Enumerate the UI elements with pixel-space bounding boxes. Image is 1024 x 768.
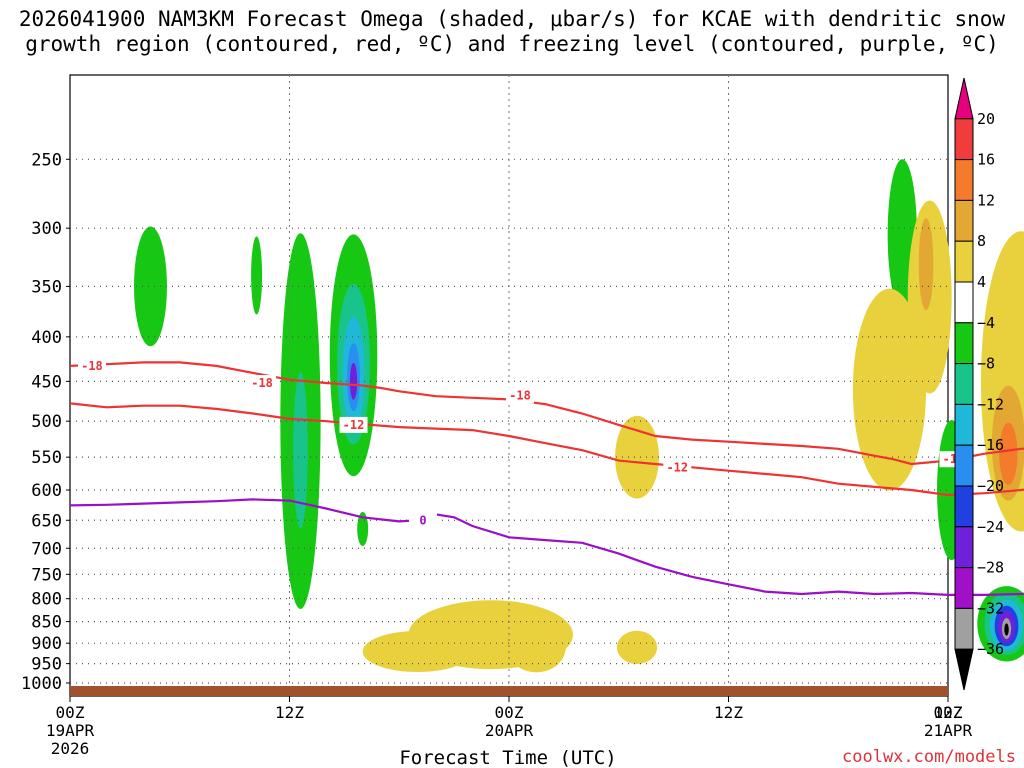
colorbar-label-8: −16 bbox=[977, 436, 1004, 454]
colorbar-swatch-12 bbox=[954, 567, 974, 609]
colorbar-label-10: −24 bbox=[977, 518, 1004, 536]
x-axis-label: Forecast Time (UTC) bbox=[399, 747, 616, 768]
shade-k1 bbox=[615, 415, 659, 499]
x-tick-label-4-1: 00Z bbox=[934, 703, 963, 722]
y-tick-label-450: 450 bbox=[31, 372, 62, 392]
colorbar-swatch-1 bbox=[954, 118, 974, 161]
colorbar-label-3: 8 bbox=[977, 232, 986, 250]
colorbar-label-12: −32 bbox=[977, 599, 1004, 617]
contour-dgz-minus18 bbox=[69, 361, 1024, 466]
y-tick-label-750: 750 bbox=[31, 565, 62, 585]
y-tick-label-300: 300 bbox=[31, 219, 62, 239]
colorbar-swatch-10 bbox=[954, 485, 974, 528]
colorbar-swatch-2 bbox=[954, 159, 974, 201]
colorbar-label-7: −12 bbox=[977, 395, 1004, 413]
x-tick-label-0-3: 2026 bbox=[51, 739, 90, 758]
colorbar-swatch-5 bbox=[954, 281, 974, 324]
shade-a1 bbox=[134, 226, 167, 347]
contour-label-dgz-minus18-0: -18 bbox=[81, 359, 103, 373]
shade-f3 bbox=[918, 218, 934, 311]
shade-l3 bbox=[507, 622, 566, 673]
colorbar-label-0: 20 bbox=[977, 110, 995, 128]
colorbar-swatch-8 bbox=[954, 403, 974, 446]
contour-label-dgz-minus12-1: -12 bbox=[666, 460, 688, 474]
plot-grid bbox=[70, 75, 948, 696]
plot-ground bbox=[70, 686, 948, 696]
colorbar-label-9: −20 bbox=[977, 477, 1004, 495]
y-tick-label-250: 250 bbox=[31, 150, 62, 170]
colorbar-swatch-7 bbox=[954, 363, 974, 405]
colorbar-label-4: 4 bbox=[977, 273, 986, 291]
contour-label-dgz-minus12-0: -12 bbox=[343, 418, 365, 432]
contour-label-bg-dgz-minus12-1 bbox=[663, 459, 692, 476]
colorbar-swatch-4 bbox=[954, 240, 974, 283]
x-tick-label-5-1: 12Z bbox=[934, 703, 963, 722]
shade-i7 bbox=[1004, 623, 1009, 636]
x-tick-label-3-1: 12Z bbox=[714, 703, 743, 722]
y-tick-label-700: 700 bbox=[31, 539, 62, 559]
chart-title: 2026041900 NAM3KM Forecast Omega (shaded… bbox=[19, 7, 1006, 56]
contour-label-freezing-level-0-0: 0 bbox=[419, 513, 426, 527]
y-tick-label-1000: 1000 bbox=[21, 674, 62, 694]
y-tick-label-900: 900 bbox=[31, 634, 62, 654]
contour-label-bg-dgz-minus12-0 bbox=[339, 416, 368, 433]
y-tick-label-550: 550 bbox=[31, 448, 62, 468]
shade-m1 bbox=[616, 630, 658, 664]
y-tick-label-500: 500 bbox=[31, 412, 62, 432]
credit-text: coolwx.com/models bbox=[842, 747, 1016, 767]
x-tick-label-1-1: 12Z bbox=[275, 703, 304, 722]
x-tick-label-0-2: 19APR bbox=[46, 721, 95, 740]
plot-shading bbox=[134, 159, 1024, 673]
colorbar: 20 16 12 8 4 −4 −8 −12 −16 −20 −24 −28 −32 −36 bbox=[954, 77, 1004, 691]
colorbar-swatch-0 bbox=[954, 77, 974, 120]
colorbar-label-1: 16 bbox=[977, 151, 995, 169]
y-tick-label-350: 350 bbox=[31, 277, 62, 297]
chart-title-line1: 2026041900 NAM3KM Forecast Omega (shaded… bbox=[19, 7, 1006, 31]
colorbar-label-11: −28 bbox=[977, 559, 1004, 577]
contour-label-bg-dgz-minus18-1 bbox=[248, 375, 277, 392]
shade-h3 bbox=[999, 422, 1018, 485]
colorbar-swatch-3 bbox=[954, 199, 974, 242]
y-tick-label-850: 850 bbox=[31, 613, 62, 633]
y-tick-label-400: 400 bbox=[31, 328, 62, 348]
y-tick-label-600: 600 bbox=[31, 481, 62, 501]
x-tick-label-4-2: 21APR bbox=[924, 721, 973, 740]
x-tick-label-2-1: 00Z bbox=[495, 703, 524, 722]
y-tick-label-950: 950 bbox=[31, 655, 62, 675]
x-tick-label-0-1: 00Z bbox=[56, 703, 85, 722]
chart-title-line2: growth region (contoured, red, ºC) and f… bbox=[25, 32, 999, 56]
colorbar-swatch-14 bbox=[954, 648, 974, 691]
contour-label-bg-dgz-minus18-0 bbox=[77, 357, 106, 374]
colorbar-label-2: 12 bbox=[977, 191, 995, 209]
ground-surface bbox=[70, 686, 948, 696]
contour-dgz-minus12 bbox=[69, 402, 1024, 497]
shade-f1 bbox=[852, 288, 927, 491]
contour-label-bg-freezing-level-0-0 bbox=[409, 512, 438, 529]
colorbar-label-13: −36 bbox=[977, 640, 1004, 658]
colorbar-swatch-6 bbox=[954, 322, 974, 365]
contour-label-bg-dgz-minus18-2 bbox=[505, 387, 534, 404]
colorbar-swatch-13 bbox=[954, 607, 974, 650]
shade-b2 bbox=[293, 372, 308, 529]
colorbar-label-5: −4 bbox=[977, 314, 995, 332]
colorbar-label-6: −8 bbox=[977, 355, 995, 373]
y-tick-label-800: 800 bbox=[31, 590, 62, 610]
shade-a2 bbox=[251, 236, 263, 315]
contour-label-dgz-minus18-2: -18 bbox=[509, 388, 531, 402]
x-tick-label-2-2: 20APR bbox=[485, 721, 534, 740]
colorbar-swatch-11 bbox=[954, 526, 974, 569]
plot-contours: -18-18-18-18-12-120 bbox=[69, 357, 1024, 596]
contour-freezing-level-0 bbox=[69, 498, 1024, 596]
shade-l2 bbox=[362, 630, 473, 673]
colorbar-swatch-9 bbox=[954, 444, 974, 487]
shade-d1 bbox=[357, 511, 369, 546]
y-tick-label-650: 650 bbox=[31, 511, 62, 531]
contour-label-dgz-minus18-1: -18 bbox=[251, 376, 273, 390]
shade-c5 bbox=[349, 362, 358, 400]
